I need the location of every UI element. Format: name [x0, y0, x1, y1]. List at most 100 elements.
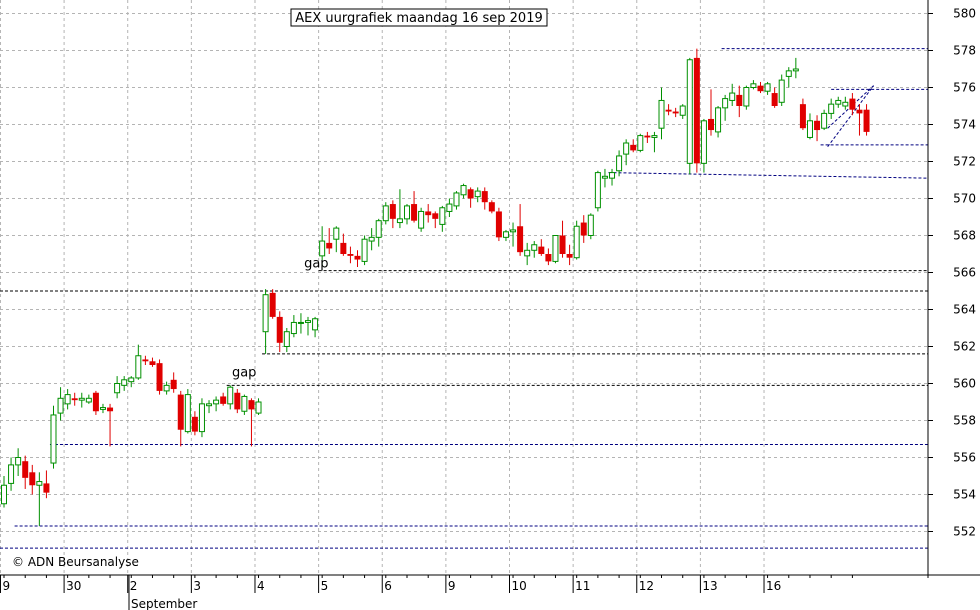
candle	[524, 242, 531, 266]
candle	[566, 244, 573, 266]
candle-body	[524, 249, 531, 257]
candle-body	[693, 57, 700, 164]
candle-body	[601, 175, 608, 179]
candle-body	[92, 392, 99, 412]
candle-body	[778, 79, 785, 103]
candle-body	[700, 120, 707, 164]
candle	[658, 87, 665, 140]
candle-body	[481, 191, 488, 203]
candle	[806, 113, 813, 140]
candle-body	[446, 203, 453, 212]
candle-body	[135, 355, 142, 379]
candle	[411, 191, 418, 223]
trend-line	[608, 172, 929, 179]
x-tick-label: 12	[639, 579, 654, 593]
candle	[502, 229, 509, 242]
candle	[290, 315, 297, 338]
candle-body	[517, 226, 524, 253]
candle-body	[616, 155, 623, 172]
candle	[241, 394, 248, 415]
annotations: gap gap	[232, 256, 329, 380]
candle	[396, 189, 403, 229]
candle	[601, 168, 608, 188]
candle-body	[736, 94, 743, 106]
candle	[651, 131, 658, 153]
candle-body	[361, 238, 368, 262]
candle-body	[354, 255, 361, 260]
candle	[644, 131, 651, 143]
candle	[481, 187, 488, 210]
candle	[297, 313, 304, 334]
candle	[382, 202, 389, 225]
candle-body	[644, 135, 651, 138]
x-tick-label: 4	[257, 579, 265, 593]
candle-body	[170, 379, 177, 390]
x-tick-label: 16	[766, 579, 781, 593]
y-tick-label: 562	[953, 340, 976, 354]
candle	[630, 139, 637, 153]
candle	[57, 387, 64, 421]
x-tick-label: 5	[321, 579, 329, 593]
candle-body	[771, 93, 778, 106]
candle-body	[248, 400, 255, 410]
candle-body	[396, 218, 403, 224]
candle-body	[262, 294, 269, 333]
candle	[594, 170, 601, 212]
candle	[616, 150, 623, 177]
chart-axes	[0, 0, 980, 578]
candle-body	[538, 246, 545, 254]
candle	[255, 398, 262, 415]
candle-body	[651, 135, 658, 138]
x-tick-label: 10	[512, 579, 527, 593]
candle	[835, 96, 842, 108]
candle-body	[750, 83, 757, 89]
x-tick-label: 2	[130, 579, 138, 593]
x-axis-labels: 9 30 2 3 4 5 6 9 10 11 12 13 16	[0, 575, 853, 610]
candle	[220, 392, 227, 406]
title-box	[290, 8, 548, 27]
candle-body	[828, 103, 835, 114]
candle-body	[665, 109, 672, 112]
candle	[15, 448, 22, 476]
candle-body	[502, 231, 509, 238]
candle-body	[806, 120, 813, 138]
candle-body	[722, 98, 729, 109]
month-label: September	[131, 597, 197, 610]
candle-body	[305, 320, 312, 323]
candle	[403, 204, 410, 225]
candle	[580, 215, 587, 243]
candle	[842, 96, 849, 110]
candle	[488, 200, 495, 214]
candle	[319, 226, 326, 267]
candle-body	[672, 111, 679, 114]
candle-body	[184, 394, 191, 433]
y-axis-labels: 552 554 556 558 560 562 564 566 568 570 572 574 576 5…	[928, 7, 976, 539]
candle-body	[382, 205, 389, 222]
candle-body	[43, 483, 50, 493]
candle	[432, 211, 439, 229]
candle-body	[220, 396, 227, 404]
candle-body	[85, 397, 92, 403]
y-tick-label: 556	[953, 451, 976, 465]
candle	[474, 187, 481, 203]
candle-body	[276, 316, 283, 343]
candle-body	[57, 397, 64, 414]
candle	[672, 107, 679, 118]
candle	[856, 104, 863, 136]
y-tick-label: 580	[953, 7, 976, 21]
chart-title: AEX uurgrafiek maandag 16 sep 2019	[295, 11, 543, 26]
candle-body	[587, 214, 594, 236]
candle-body	[495, 211, 502, 238]
x-tick-label: 9	[448, 579, 456, 593]
candle	[361, 235, 368, 266]
candle	[693, 48, 700, 173]
candle	[573, 220, 580, 260]
candle-body	[255, 401, 262, 414]
candle-body	[114, 383, 121, 394]
candle-body	[269, 292, 276, 317]
candle	[347, 246, 354, 264]
candle	[78, 392, 85, 408]
candle-body	[319, 240, 326, 257]
candle-body	[552, 235, 559, 262]
candle	[326, 228, 333, 254]
